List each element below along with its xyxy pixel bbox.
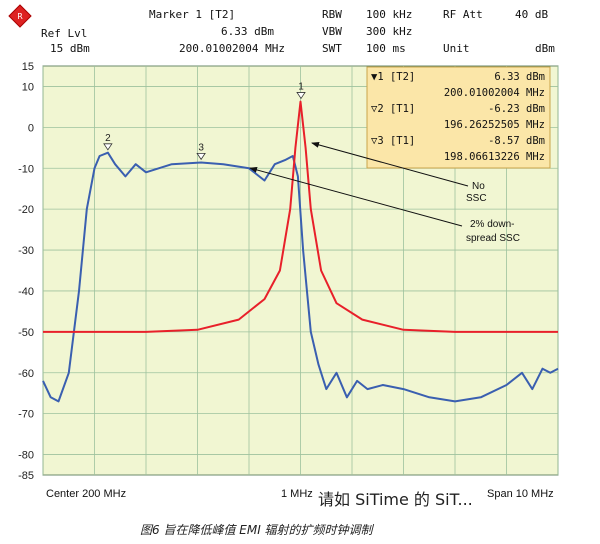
y-tick-label: 10 (22, 81, 34, 93)
marker-label: Marker 1 [T2] (149, 8, 236, 21)
y-tick-label: -80 (18, 450, 34, 462)
x-label-center-freq: Center 200 MHz (46, 488, 126, 500)
marker-readout-background (366, 66, 551, 169)
marker-3-label: 3 (198, 142, 204, 153)
markers-group: 1 2 3 (103, 81, 306, 161)
ssc-label-line1: 2% down- (470, 219, 514, 230)
no-ssc-trace (43, 100, 558, 333)
y-tick-label: -40 (18, 286, 34, 298)
unit-value: dBm (535, 42, 555, 55)
marker-freq: 200.01002004 MHz (179, 42, 285, 55)
swt-label: SWT (322, 42, 342, 55)
rbw-value: 100 kHz (366, 8, 413, 21)
series-group (42, 100, 559, 403)
marker3-freq: 198.06613226 MHz (444, 151, 545, 163)
y-tick-label: -30 (18, 245, 34, 257)
y-tick-label: -50 (18, 327, 34, 339)
marker1-label: ▼1 [T2] (371, 71, 415, 83)
x-label-span: Span 10 MHz (487, 488, 554, 500)
marker1-freq: 200.01002004 MHz (444, 87, 545, 99)
marker2-label: ▽2 [T1] (371, 103, 415, 115)
y-tick-label: -70 (18, 409, 34, 421)
ref-lvl-label: Ref Lvl (41, 27, 88, 40)
rf-att-value: 40 dB (515, 8, 549, 21)
y-tick-label: -20 (18, 204, 34, 216)
ssc-trace (42, 151, 559, 403)
svg-text:R: R (17, 12, 23, 21)
annotations: No SSC 2% down- spread SSC (249, 141, 520, 244)
marker1-level: 6.33 dBm (494, 71, 545, 83)
watermark-text: 请如 SiTime 的 SiT... (318, 490, 473, 509)
rf-att-label: RF Att (443, 8, 483, 21)
marker-2-label: 2 (105, 133, 111, 144)
marker3-level: -8.57 dBm (488, 135, 545, 147)
y-tick-label: 0 (28, 122, 34, 134)
y-tick-label: -85 (18, 470, 34, 482)
analyzer-header: R Ref Lvl 15 dBm Marker 1 [T2] 6.33 dBm … (0, 0, 600, 60)
no-ssc-label-line2: SSC (466, 193, 487, 204)
marker2-freq: 196.26252505 MHz (444, 119, 545, 131)
unit-label: Unit (443, 42, 470, 55)
ssc-label-line2: spread SSC (466, 233, 520, 244)
no-ssc-arrow (311, 141, 469, 187)
y-tick-label: 15 (22, 61, 34, 73)
figure-caption: 图6 旨在降低峰值 EMI 辐射的扩频时钟调制 (140, 523, 373, 537)
vbw-label: VBW (322, 25, 342, 38)
y-tick-label: -10 (18, 163, 34, 175)
swt-value: 100 ms (366, 42, 406, 55)
x-label-div: 1 MHz (281, 488, 313, 500)
marker-2-triangle (103, 143, 113, 151)
marker2-level: -6.23 dBm (488, 103, 545, 115)
marker-level: 6.33 dBm (221, 25, 274, 38)
marker-1-label: 1 (298, 81, 304, 92)
ssc-arrow (249, 166, 463, 227)
y-tick-label: -60 (18, 368, 34, 380)
rbw-label: RBW (322, 8, 342, 21)
ref-lvl-value: 15 dBm (50, 42, 90, 55)
rohde-schwarz-logo-icon: R (8, 4, 32, 28)
y-tick-labels: 15 10 0 -10 -20 -30 -40 -50 -60 -70 -80 -85 (18, 61, 34, 482)
no-ssc-label-line1: No (472, 181, 485, 192)
marker-1-triangle (296, 92, 306, 100)
marker-3-triangle (196, 153, 206, 161)
marker-readout-box: ▼1 [T2] 6.33 dBm 200.01002004 MHz ▽2 [T1… (366, 66, 551, 169)
vbw-value: 300 kHz (366, 25, 413, 38)
marker3-label: ▽3 [T1] (371, 135, 415, 147)
